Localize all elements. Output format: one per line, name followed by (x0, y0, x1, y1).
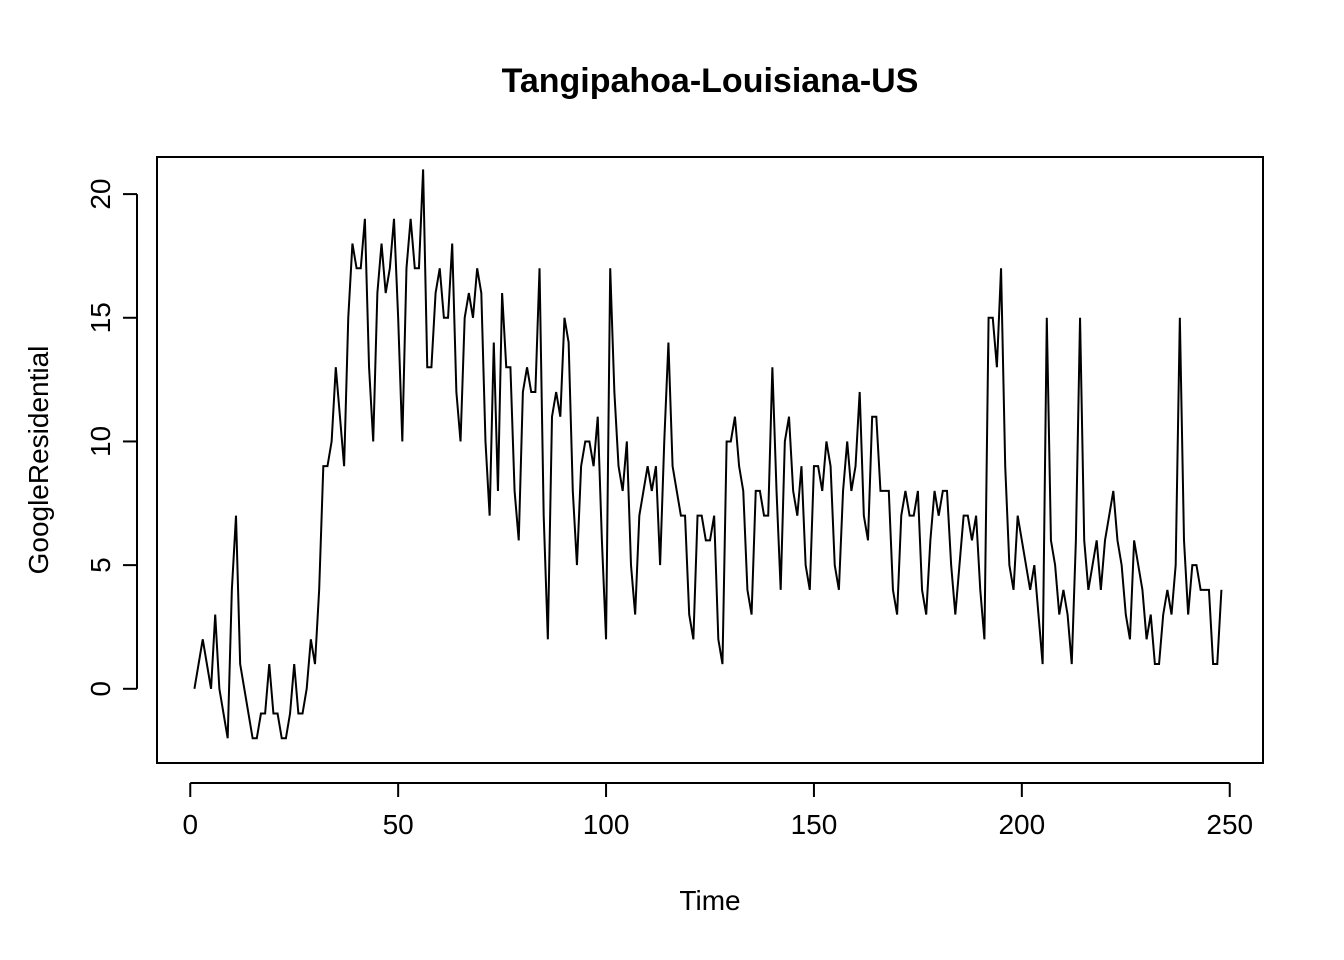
x-tick-label: 50 (383, 809, 414, 840)
series-line (193, 169, 1223, 740)
x-tick-label: 150 (791, 809, 838, 840)
x-axis: 0 50 100 150 200 250 (182, 782, 1253, 840)
y-tick-label: 5 (85, 557, 116, 573)
y-tick-label: 15 (85, 302, 116, 333)
x-tick-label: 200 (998, 809, 1045, 840)
chart-title: Tangipahoa-Louisiana-US (502, 62, 919, 100)
plot-frame (156, 156, 1264, 764)
y-axis-label: GoogleResidential (23, 346, 54, 575)
y-tick-label: 10 (85, 426, 116, 457)
y-axis: 0 5 10 15 20 (85, 179, 138, 697)
x-tick-label: 0 (182, 809, 198, 840)
x-tick-label: 250 (1206, 809, 1253, 840)
y-tick-label: 0 (85, 681, 116, 697)
y-tick-label: 20 (85, 179, 116, 210)
x-axis-label: Time (679, 885, 740, 916)
x-tick-label: 100 (583, 809, 630, 840)
